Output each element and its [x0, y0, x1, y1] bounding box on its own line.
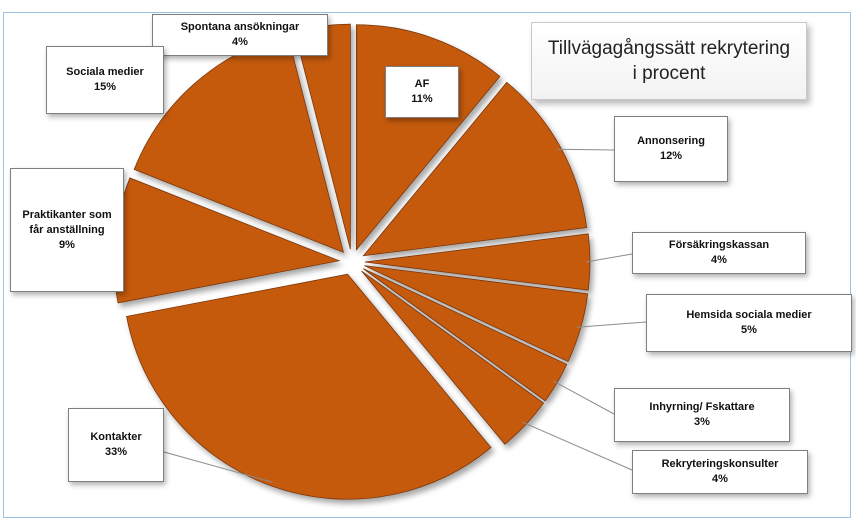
- label-sociala-medier: Sociala medier 15%: [46, 46, 164, 114]
- slice-name: Sociala medier: [66, 66, 144, 78]
- slice-percent: 11%: [411, 93, 433, 105]
- label-praktikanter: Praktikanter som får anställning 9%: [10, 168, 124, 292]
- slice-percent: 15%: [93, 81, 117, 93]
- leader-line-forsakringskassan: [585, 253, 633, 263]
- pie-slice-forsakringskassan: [364, 233, 591, 291]
- slice-name: Annonsering: [637, 135, 705, 147]
- chart-title-box: Tillvägagångssätt rekrytering i procent: [531, 22, 807, 100]
- slice-name: Rekryteringskonsulter: [661, 458, 779, 470]
- label-forsakringskassan: Försäkringskassan 4%: [632, 232, 806, 274]
- slice-percent: 5%: [741, 324, 757, 336]
- slice-name: Kontakter: [90, 431, 142, 443]
- slice-percent: 9%: [59, 238, 75, 251]
- slice-name: Försäkringskassan: [668, 239, 770, 251]
- label-rekryteringskonsulter: Rekryteringskonsulter 4%: [632, 450, 808, 494]
- slice-percent: 3%: [694, 416, 710, 428]
- pie-slice-annonsering: [362, 81, 588, 257]
- label-inhyrning: Inhyrning/ Fskattare 3%: [614, 388, 790, 442]
- label-annonsering: Annonsering 12%: [614, 116, 728, 182]
- label-hemsida-sociala-medier: Hemsida sociala medier 5%: [646, 294, 852, 352]
- slice-name: Praktikanter som får anställning: [22, 208, 112, 236]
- leader-line-kontakter: [163, 451, 273, 483]
- slice-name: AF: [414, 78, 430, 90]
- leader-line-rekryteringskonsulter: [522, 421, 633, 471]
- leader-line-hemsida-sociala-medier: [576, 321, 647, 328]
- slice-name: Inhyrning/ Fskattare: [649, 401, 755, 413]
- slice-percent: 4%: [711, 254, 727, 266]
- label-spontana-ansokningar: Spontana ansökningar 4%: [152, 14, 328, 56]
- slice-percent: 4%: [712, 473, 728, 485]
- slice-percent: 33%: [104, 446, 128, 458]
- pie-slice-kontakter: [126, 273, 492, 500]
- slice-percent: 4%: [232, 36, 248, 48]
- slice-name: Spontana ansökningar: [180, 21, 300, 33]
- slice-name: Hemsida sociala medier: [686, 309, 812, 321]
- label-kontakter: Kontakter 33%: [68, 408, 164, 482]
- chart-title: Tillvägagångssätt rekrytering i procent: [547, 38, 791, 84]
- slice-percent: 12%: [659, 150, 683, 162]
- pie-slice-hemsida-sociala-medier: [364, 265, 589, 362]
- leader-line-inhyrning-fskattare: [553, 380, 615, 415]
- pie-slice-rekryteringskonsulter: [361, 270, 545, 445]
- leader-line-annonsering: [557, 148, 615, 151]
- frame-border: [3, 12, 851, 518]
- label-af: AF 11%: [385, 66, 459, 118]
